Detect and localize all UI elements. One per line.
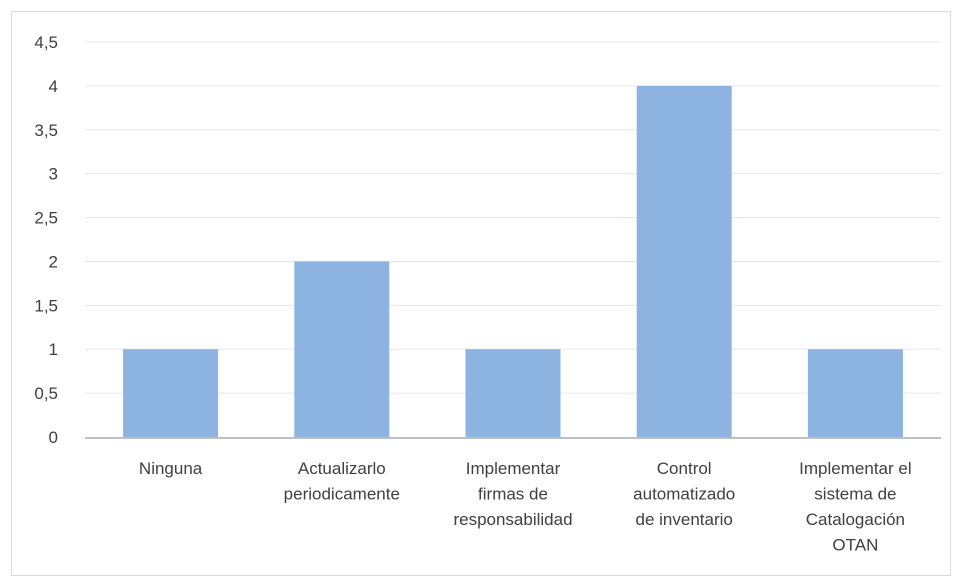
x-category-label-line: Implementar bbox=[466, 459, 561, 478]
x-category-label-line: Implementar el bbox=[799, 459, 911, 478]
bars bbox=[123, 85, 903, 437]
y-tick-label: 3,5 bbox=[34, 121, 58, 140]
x-category-labels: Ninguna Actualizarlo periodicamente Impleme… bbox=[139, 459, 912, 555]
x-category-label-line: Control bbox=[657, 459, 712, 478]
y-tick-label: 2,5 bbox=[34, 209, 58, 228]
y-tick-label: 3 bbox=[49, 165, 58, 184]
bar bbox=[807, 349, 903, 437]
x-category-label-line: Catalogación bbox=[806, 510, 905, 529]
bar bbox=[636, 85, 732, 437]
x-category-label: Implementar el sistema de Catalogación OTAN bbox=[799, 459, 911, 555]
bar bbox=[294, 261, 390, 437]
chart-frame: 0 0,5 1 1,5 2 2,5 3 3,5 4 4,5 Ninguna Actualizarlo… bbox=[11, 11, 951, 576]
y-tick-label: 1,5 bbox=[34, 296, 58, 315]
y-tick-label: 4,5 bbox=[34, 33, 58, 52]
x-category-label: Control automatizado de inventario bbox=[633, 459, 735, 529]
bar-chart: 0 0,5 1 1,5 2 2,5 3 3,5 4 4,5 Ninguna Actualizarlo… bbox=[34, 33, 941, 555]
x-category-label-line: responsabilidad bbox=[453, 510, 572, 529]
y-tick-label: 0 bbox=[49, 428, 58, 447]
bar bbox=[465, 349, 561, 437]
x-category-label: Implementar firmas de responsabilidad bbox=[453, 459, 572, 529]
y-tick-label: 4 bbox=[49, 77, 58, 96]
x-category-label-line: automatizado bbox=[633, 485, 735, 504]
y-tick-label: 0,5 bbox=[34, 384, 58, 403]
y-tick-label: 1 bbox=[49, 340, 58, 359]
x-category-label-line: firmas de bbox=[478, 485, 548, 504]
y-tick-labels: 0 0,5 1 1,5 2 2,5 3 3,5 4 4,5 bbox=[34, 33, 58, 447]
y-tick-label: 2 bbox=[49, 252, 58, 271]
x-category-label-line: Ninguna bbox=[139, 459, 203, 478]
x-category-label-line: OTAN bbox=[832, 536, 878, 555]
bar bbox=[123, 349, 219, 437]
x-category-label-line: periodicamente bbox=[284, 485, 400, 504]
x-category-label: Actualizarlo periodicamente bbox=[284, 459, 400, 504]
x-category-label-line: sistema de bbox=[814, 485, 896, 504]
x-category-label-line: de inventario bbox=[636, 510, 733, 529]
x-category-label: Ninguna bbox=[139, 459, 203, 478]
x-category-label-line: Actualizarlo bbox=[298, 459, 386, 478]
gridlines bbox=[85, 41, 941, 394]
